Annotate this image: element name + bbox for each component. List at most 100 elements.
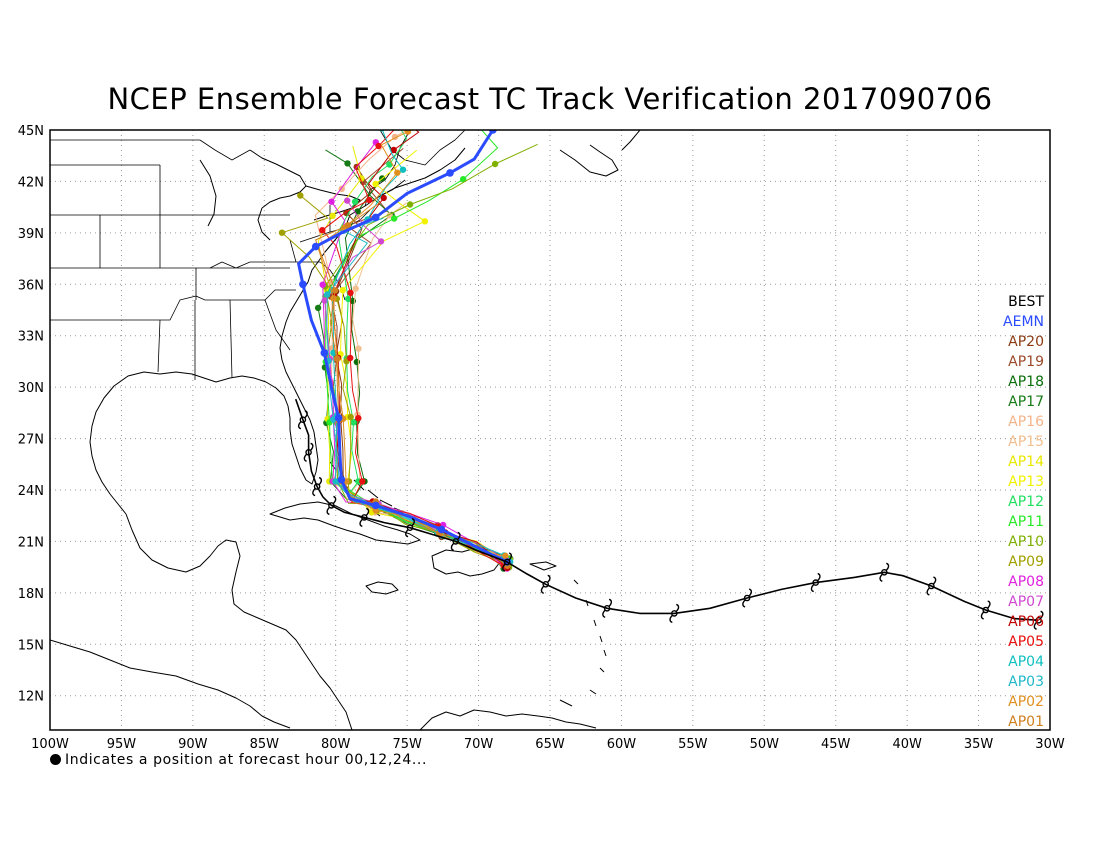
footnote-text: Indicates a position at forecast hour 00…	[65, 752, 428, 768]
hurricane-symbol-eye	[1035, 616, 1042, 624]
ensemble-track-point	[319, 281, 326, 288]
legend-entry: BEST	[1008, 294, 1044, 310]
hurricane-symbol-arm	[879, 562, 890, 582]
hurricane-symbol-eye	[305, 448, 312, 456]
ensemble-track-point	[393, 118, 399, 124]
lon-tick-label: 35W	[964, 737, 994, 752]
ensemble-track-point	[355, 345, 362, 352]
hurricane-symbol-eye	[313, 483, 321, 490]
footnote: Indicates a position at forecast hour 00…	[50, 752, 427, 768]
ensemble-track-point	[350, 419, 357, 426]
ensemble-track-point	[404, 130, 412, 135]
ensemble-track-line	[324, 143, 538, 568]
legend-entry: AP06	[1008, 614, 1044, 630]
ensemble-track-point	[460, 176, 467, 183]
legend-entry: AP17	[1008, 394, 1044, 410]
hurricane-symbol-eye	[743, 594, 751, 602]
legend-entry: AP11	[1008, 514, 1044, 530]
hurricane-symbol-eye	[928, 582, 935, 590]
puerto-rico	[529, 561, 557, 571]
ensemble-track-point	[377, 238, 385, 245]
hurricane-symbol-eye	[982, 606, 990, 614]
hurricane-symbol-icon	[742, 588, 753, 608]
aemn-track-line	[296, 130, 508, 564]
hurricane-symbol-arm	[297, 410, 308, 430]
hurricane-symbol-icon	[359, 507, 370, 528]
lon-tick-label: 70W	[464, 737, 494, 752]
ensemble-track-point	[359, 478, 366, 485]
ensemble-track-point	[333, 355, 340, 362]
legend-entry: AP12	[1008, 494, 1044, 510]
ensemble-track-point	[344, 222, 352, 229]
legend-entry: AP18	[1008, 374, 1044, 390]
lat-tick-label: 24N	[18, 484, 44, 499]
hurricane-symbol-arm	[810, 572, 821, 593]
ensemble-track-point	[401, 118, 407, 124]
cuba	[269, 501, 421, 545]
best-track-line	[294, 398, 1039, 622]
hurricane-symbol-icon	[502, 552, 513, 572]
legend: BEST AEMN AP20 AP19 AP18 AP17 AP16 AP15 AP14 AP13…	[1003, 294, 1044, 730]
jamaica	[365, 581, 399, 595]
hurricane-symbol-eye	[880, 568, 888, 576]
mexico-coastline	[125, 513, 353, 730]
legend-entry: AP01	[1008, 714, 1044, 730]
lat-tick-label: 18N	[18, 587, 44, 602]
ensemble-track-line	[324, 130, 509, 560]
hurricane-symbol-arm	[502, 552, 513, 572]
ensemble-track-point	[330, 416, 337, 423]
hurricane-symbol-icon	[450, 531, 461, 552]
ensemble-track-point	[324, 291, 331, 298]
lon-tick-label: 65W	[535, 737, 565, 752]
ensemble-track-point	[347, 289, 354, 296]
legend-entry: AP04	[1008, 654, 1044, 670]
aemn-track-point	[337, 475, 346, 484]
hurricane-symbol-arm	[980, 600, 991, 620]
hurricane-symbol-eye	[406, 524, 414, 532]
hurricane-symbol-arm	[1033, 610, 1044, 630]
legend-entry: AP02	[1008, 694, 1044, 710]
legend-entry: AP19	[1008, 354, 1044, 370]
ensemble-track-line	[326, 217, 511, 563]
grid-lines	[50, 129, 1050, 730]
legend-entry: AP20	[1008, 334, 1044, 350]
ensemble-track-point	[421, 218, 429, 225]
lon-tick-label: 55W	[678, 737, 708, 752]
lon-tick-label: 60W	[607, 737, 637, 752]
legend-entry: AP05	[1008, 634, 1044, 650]
hurricane-symbol-eye	[452, 538, 460, 545]
aemn-track-point	[320, 349, 329, 357]
hurricane-symbol-arm	[359, 507, 370, 528]
hurricane-symbol-icon	[926, 576, 937, 596]
longitude-labels: 100W 95W 90W 85W 80W 75W 70W 65W 60W 55W 50W 45W 40W…	[31, 737, 1065, 752]
hurricane-symbol-icon	[540, 574, 551, 594]
ensemble-track-point	[394, 169, 401, 176]
legend-entry: AP03	[1008, 674, 1044, 690]
hurricane-symbol-eye	[542, 580, 550, 588]
hurricane-symbol-arm	[405, 518, 415, 538]
hurricane-symbol-icon	[405, 518, 415, 538]
ensemble-track-point	[445, 118, 451, 124]
ensemble-track-point	[297, 192, 304, 199]
aemn-track-point	[299, 280, 307, 289]
legend-entry: AP09	[1008, 554, 1044, 570]
ensemble-track-point	[329, 212, 336, 219]
ensemble-track-line	[339, 149, 510, 560]
hurricane-symbol-eye	[812, 579, 820, 586]
ensemble-track-point	[372, 180, 379, 188]
hurricane-symbol-arm	[303, 442, 314, 462]
ensemble-track-point	[347, 354, 354, 362]
aemn-track-point	[371, 501, 380, 510]
ensemble-track-point	[458, 118, 464, 124]
lon-tick-label: 85W	[250, 737, 280, 752]
hurricane-symbol-eye	[360, 514, 368, 521]
lon-tick-label: 75W	[392, 737, 422, 752]
legend-entry: AEMN	[1003, 314, 1044, 330]
legend-entry: AP10	[1008, 534, 1044, 550]
ensemble-track-point	[345, 295, 352, 303]
hurricane-symbol-arm	[669, 603, 680, 624]
latitude-labels: 45N 42N 39N 36N 33N 30N 27N 24N 21N 18N 15N 12N	[18, 124, 44, 705]
lat-tick-label: 36N	[18, 278, 44, 293]
hurricane-symbol-icon	[602, 598, 613, 618]
